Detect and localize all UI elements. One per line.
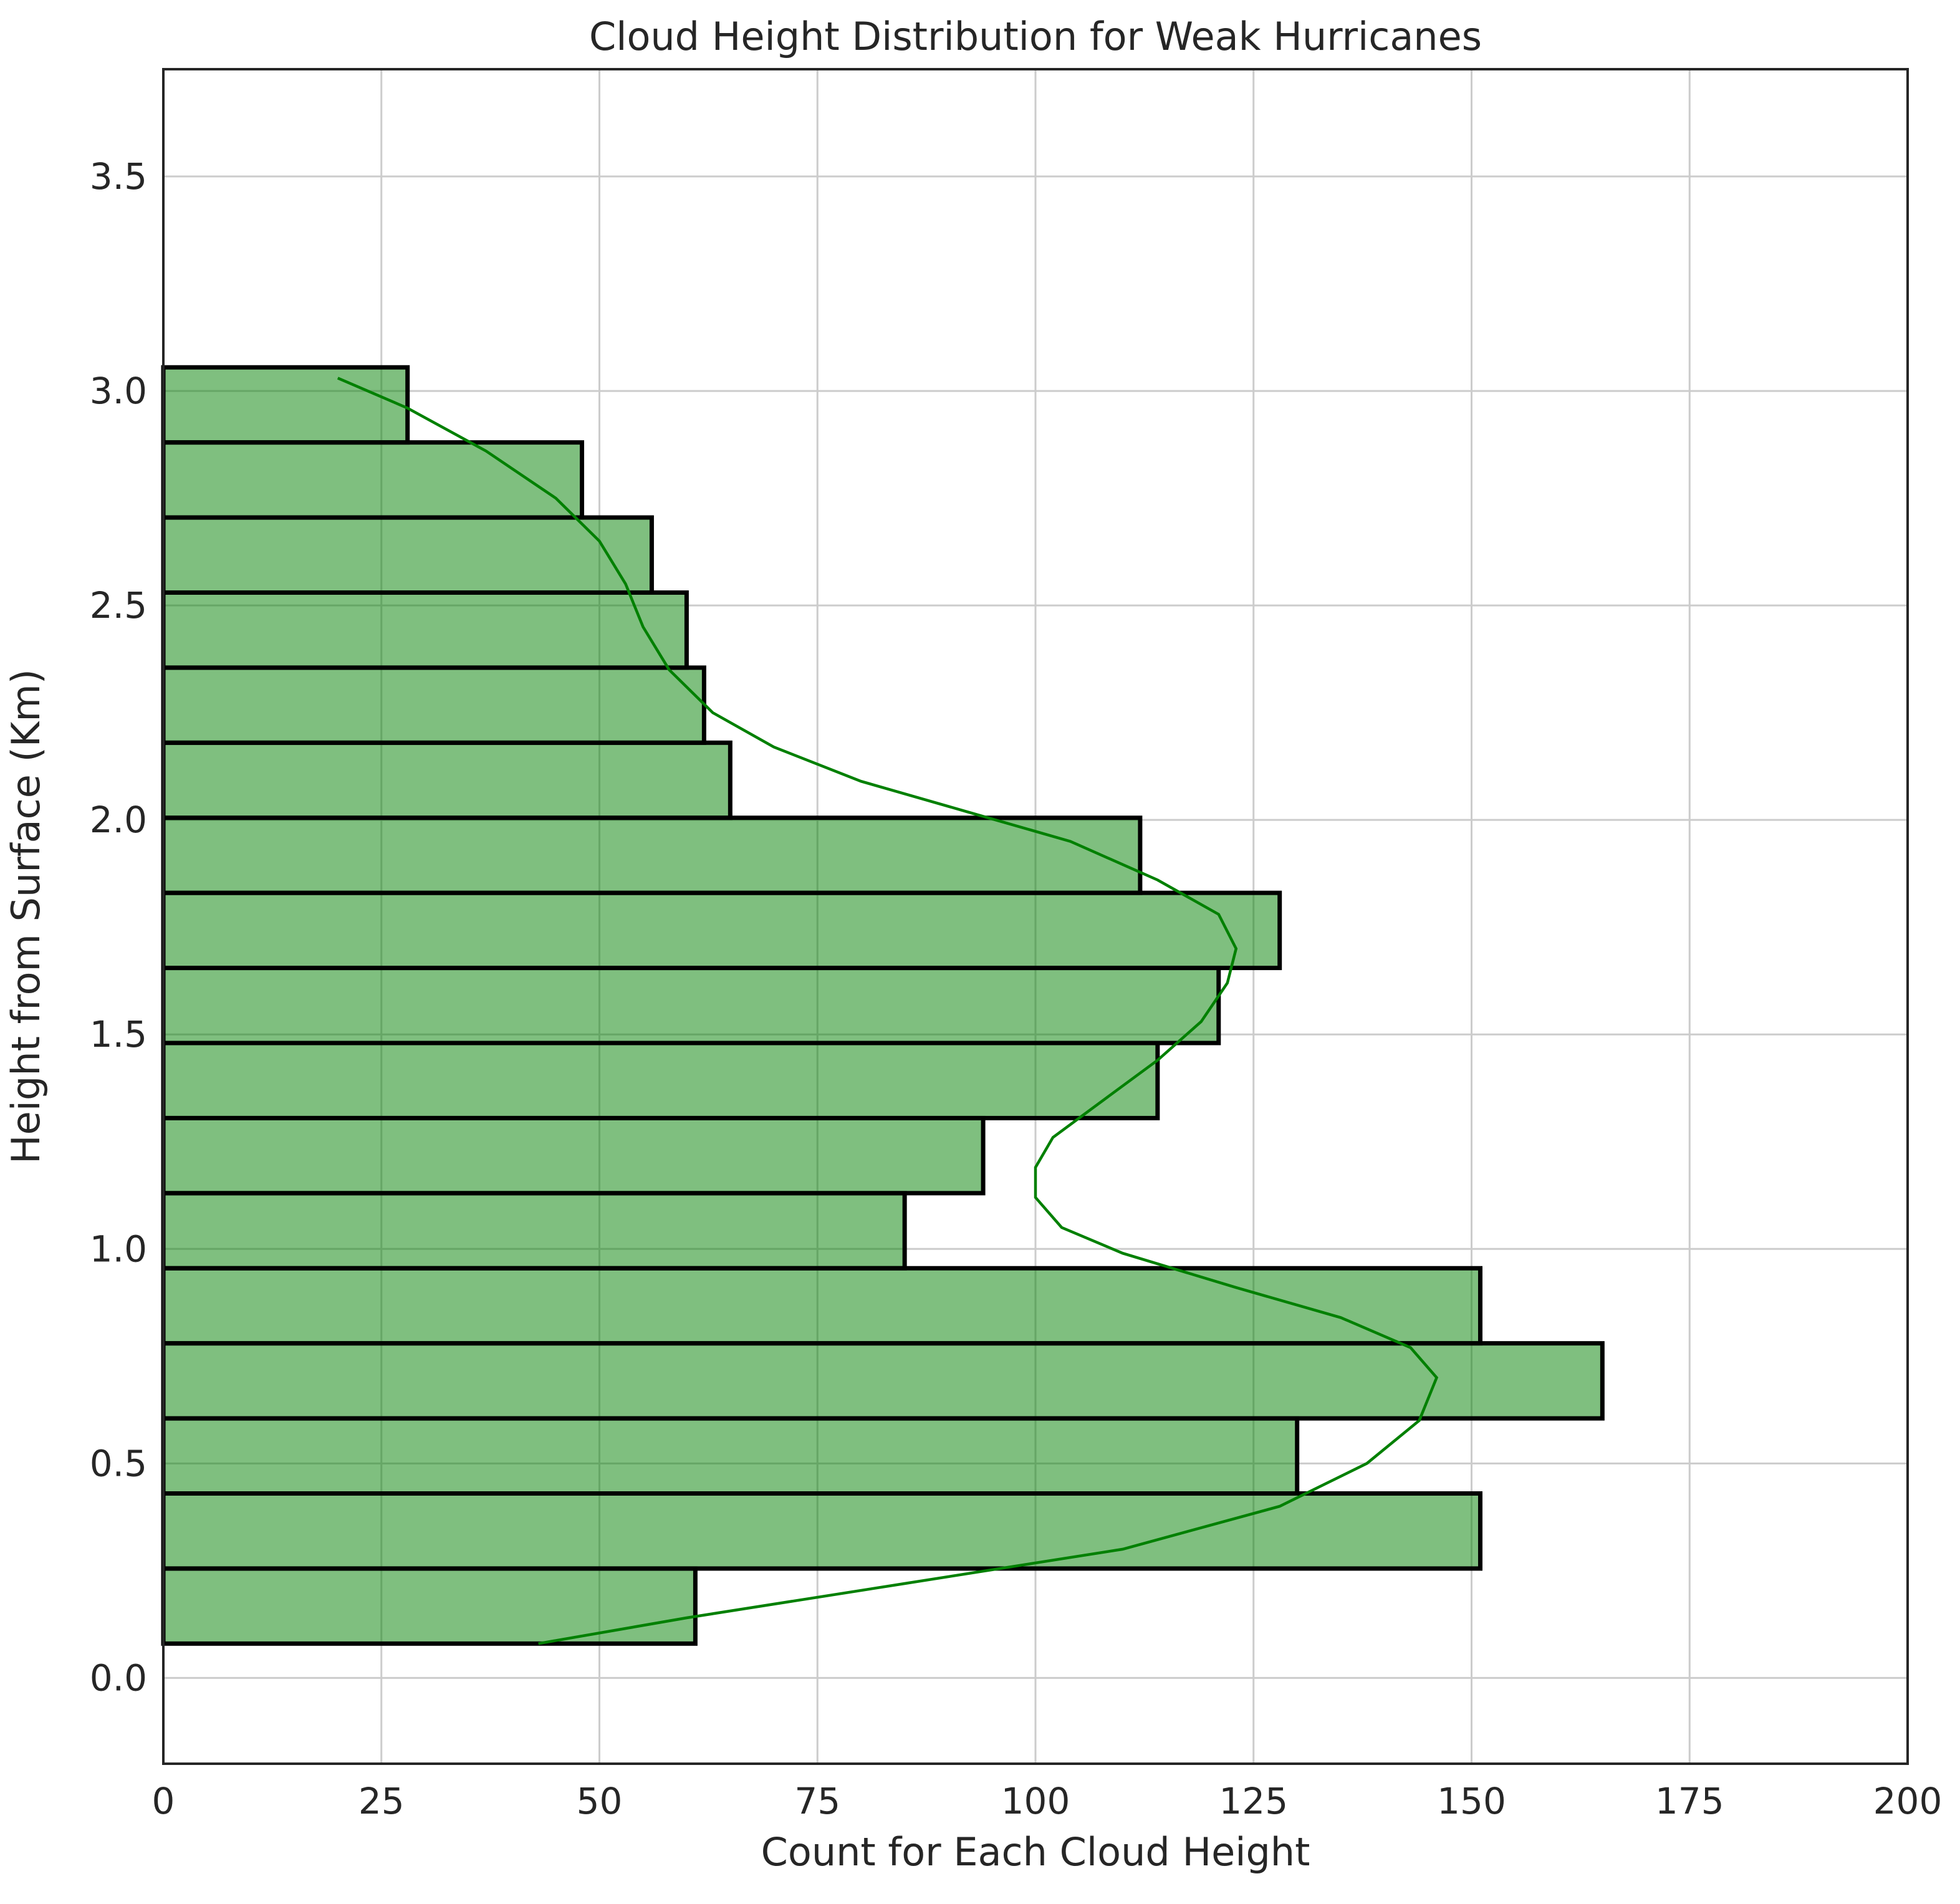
histogram-bar <box>161 1416 1300 1496</box>
histogram-bar <box>161 515 654 595</box>
x-tick-label: 75 <box>794 1780 840 1822</box>
histogram-bar <box>161 740 733 820</box>
x-tick-label: 150 <box>1437 1780 1506 1822</box>
x-tick-label: 0 <box>152 1780 175 1822</box>
x-tick-label: 200 <box>1873 1780 1943 1822</box>
x-axis-ticks: 0 25 50 75 100 125 150 175 200 <box>152 1780 1943 1822</box>
histogram-bar <box>161 440 585 520</box>
y-tick-label: 0.0 <box>90 1656 147 1699</box>
histogram-bar <box>161 1341 1605 1421</box>
histogram-bar <box>161 1041 1160 1120</box>
x-tick-label: 100 <box>1001 1780 1070 1822</box>
histogram-bar <box>161 590 689 670</box>
x-tick-label: 125 <box>1219 1780 1288 1822</box>
kde-curve <box>337 377 1439 1645</box>
x-tick-label: 50 <box>577 1780 623 1822</box>
y-tick-label: 2.0 <box>90 799 147 841</box>
y-tick-label: 2.5 <box>90 584 147 627</box>
y-tick-label: 3.5 <box>90 155 147 198</box>
histogram-bar <box>161 665 706 745</box>
x-axis-label: Count for Each Cloud Height <box>761 1829 1310 1875</box>
y-axis-label: Height from Surface (Km) <box>3 669 49 1164</box>
histogram-bar <box>161 1491 1482 1571</box>
x-tick-label: 175 <box>1655 1780 1724 1822</box>
plot-frame <box>162 68 1909 1765</box>
x-tick-label: 25 <box>358 1780 405 1822</box>
histogram-bar <box>161 966 1221 1046</box>
y-tick-label: 0.5 <box>90 1442 147 1484</box>
y-tick-label: 1.5 <box>90 1013 147 1055</box>
histogram-bar <box>161 1115 986 1196</box>
histogram-bar <box>161 1191 907 1271</box>
histogram-bar <box>161 1566 698 1646</box>
histogram-bar <box>161 365 410 445</box>
chart-title: Cloud Height Distribution for Weak Hurri… <box>589 14 1482 59</box>
y-tick-label: 3.0 <box>90 370 147 412</box>
histogram-bar <box>161 890 1282 971</box>
histogram-bar <box>161 1266 1482 1346</box>
y-axis-ticks: 0.0 0.5 1.0 1.5 2.0 2.5 3.0 3.5 <box>90 155 147 1699</box>
histogram-bar <box>161 815 1143 895</box>
y-tick-label: 1.0 <box>90 1228 147 1270</box>
